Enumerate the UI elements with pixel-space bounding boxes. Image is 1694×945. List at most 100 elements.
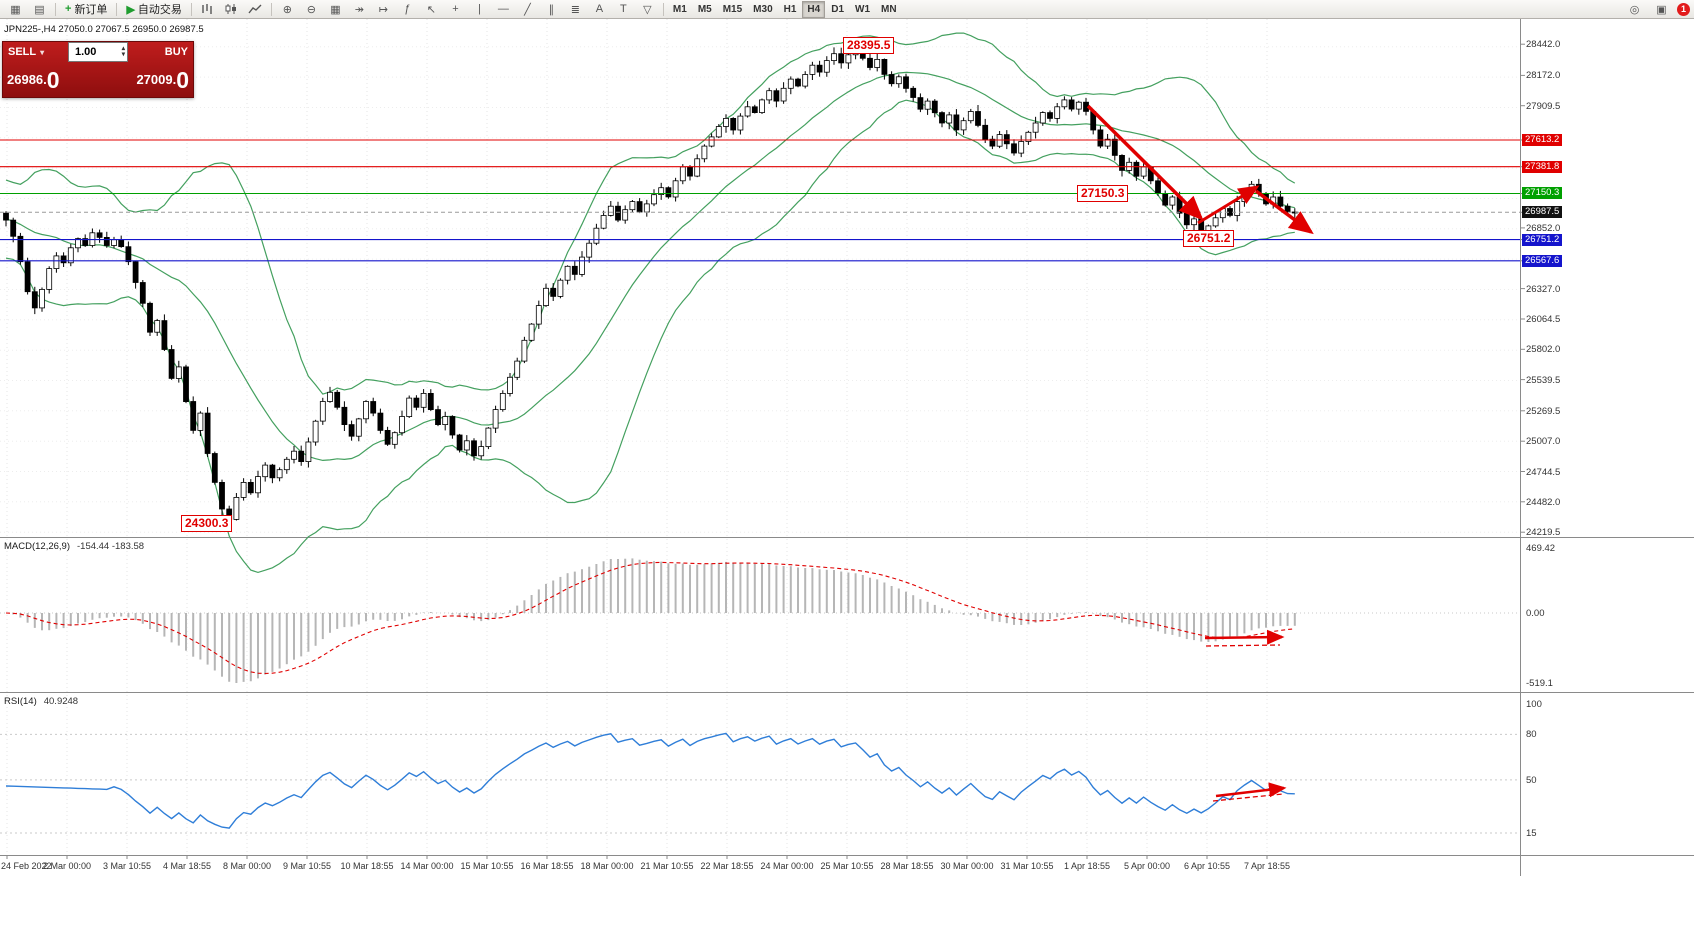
- text-icon[interactable]: A: [595, 3, 604, 15]
- time-axis-label: 21 Mar 10:55: [640, 861, 694, 871]
- buy-button[interactable]: BUY: [128, 42, 193, 62]
- time-axis-label: 3 Mar 10:55: [102, 861, 152, 871]
- rsi-axis-label: 50: [1526, 774, 1537, 786]
- volume-stepper[interactable]: ▴ ▾: [121, 45, 125, 58]
- rsi-axis-label: 100: [1526, 699, 1542, 710]
- price-axis-label: 24744.5: [1526, 466, 1561, 478]
- timeframe-m5-button[interactable]: M5: [697, 3, 712, 15]
- current-price-label: 26987.5: [1522, 206, 1563, 219]
- stepper-down-icon[interactable]: ▾: [121, 51, 125, 58]
- price-axis-label: 25802.0: [1526, 344, 1561, 356]
- notification-badge[interactable]: 1: [1677, 2, 1690, 16]
- new-order-button[interactable]: + 新订单: [60, 0, 112, 18]
- time-axis-label: 18 Mar 00:00: [580, 861, 634, 871]
- sell-label: SELL: [8, 46, 37, 58]
- main-toolbar: ▦ ▤ + 新订单 ▶ 自动交易 ⊕ ⊖ ▦ ↠ ↦ ƒ ↖ + | — ╱ ∥ ≣ A T ▽ M1 M5 M15 M30 H1 H…: [0, 0, 1694, 19]
- candlestick-chart-icon[interactable]: [220, 0, 243, 18]
- toolbar-separator: [270, 2, 272, 16]
- text-label-icon[interactable]: T: [620, 3, 627, 15]
- messages-icon[interactable]: ▣: [1656, 3, 1667, 16]
- price-axis-label: 25539.5: [1526, 374, 1561, 386]
- price-axis-label: 27909.5: [1526, 100, 1561, 112]
- bar-chart-icon[interactable]: [196, 0, 219, 18]
- new-order-label: 新订单: [74, 4, 108, 16]
- macd-axis-label: 0.00: [1526, 608, 1545, 619]
- profiles-icon[interactable]: ▤: [34, 3, 45, 16]
- fibonacci-icon[interactable]: ≣: [570, 3, 581, 16]
- time-axis-label: 25 Mar 10:55: [820, 861, 874, 871]
- price-axis-label: 28172.0: [1526, 70, 1561, 82]
- volume-input[interactable]: 1.00 ▴ ▾: [68, 42, 128, 62]
- macd-indicator-label: MACD(12,26,9) -154.44 -183.58: [4, 541, 145, 552]
- plus-icon: +: [65, 3, 72, 15]
- line-chart-icon[interactable]: [244, 0, 267, 18]
- sell-button[interactable]: SELL ▾: [3, 42, 68, 62]
- timeframe-m1-button[interactable]: M1: [672, 3, 687, 15]
- chevron-down-icon: ▾: [40, 47, 45, 57]
- auto-trading-label: 自动交易: [137, 4, 182, 16]
- shapes-icon[interactable]: ▽: [643, 3, 652, 16]
- horizontal-line-icon[interactable]: —: [497, 3, 509, 15]
- search-icon[interactable]: ◎: [1629, 3, 1640, 16]
- tile-windows-icon[interactable]: ▦: [330, 3, 341, 16]
- zoom-in-icon[interactable]: ⊕: [282, 3, 293, 16]
- time-axis-label: 1 Apr 18:55: [1063, 861, 1111, 871]
- time-axis-label: 2 Mar 00:00: [42, 861, 92, 871]
- price-axis-label: 24482.0: [1526, 496, 1561, 508]
- chart-shift-icon[interactable]: ↦: [378, 3, 389, 16]
- price-axis-label: 26064.5: [1526, 313, 1561, 325]
- rsi-axis-label: 80: [1526, 729, 1537, 741]
- toolbar-separator: [55, 2, 56, 16]
- time-axis-label: 5 Apr 00:00: [1123, 861, 1171, 871]
- time-axis-label: 10 Mar 18:55: [340, 861, 394, 871]
- indicators-icon[interactable]: ƒ: [404, 3, 411, 15]
- new-chart-icon[interactable]: ▦: [10, 3, 21, 16]
- macd-axis-label: 469.42: [1526, 543, 1556, 554]
- one-click-trading-panel: SELL ▾ 1.00 ▴ ▾ BUY 26986. 0: [2, 41, 194, 98]
- zoom-out-icon[interactable]: ⊖: [306, 3, 317, 16]
- buy-label: BUY: [164, 46, 188, 58]
- timeframe-d1-button[interactable]: D1: [831, 3, 845, 15]
- auto-trading-button[interactable]: ▶ 自动交易: [121, 0, 186, 18]
- channel-icon[interactable]: ∥: [548, 3, 555, 16]
- timeframe-h1-button[interactable]: H1: [783, 3, 797, 15]
- trendline-icon[interactable]: ╱: [524, 3, 531, 16]
- time-axis-label: 14 Mar 00:00: [400, 861, 454, 871]
- volume-value: 1.00: [75, 46, 97, 58]
- symbol-ohlc-info: JPN225-,H4 27050.0 27067.5 26950.0 26987…: [4, 24, 204, 35]
- timeframe-m15-button[interactable]: M15: [722, 3, 743, 15]
- timeframe-w1-button[interactable]: W1: [855, 3, 871, 15]
- price-annotation: 26751.2: [1183, 230, 1235, 247]
- rsi-axis-label: 15: [1526, 827, 1537, 839]
- level-price-label: 26567.6: [1522, 254, 1563, 267]
- auto-scroll-icon[interactable]: ↠: [354, 3, 365, 16]
- price-annotation: 24300.3: [181, 515, 233, 532]
- sell-price[interactable]: 26986. 0: [7, 66, 60, 93]
- toolbar-separator: [662, 2, 664, 16]
- time-axis-label: 24 Mar 00:00: [760, 861, 814, 871]
- price-axis-label: 28442.0: [1526, 39, 1561, 51]
- vertical-line-icon[interactable]: |: [477, 3, 481, 15]
- time-axis-label: 8 Mar 00:00: [222, 861, 272, 871]
- rsi-indicator-label: RSI(14) 40.9248: [4, 696, 79, 707]
- buy-price[interactable]: 27009. 0: [136, 66, 189, 93]
- timeframe-m30-button[interactable]: M30: [753, 3, 773, 15]
- macd-axis-label: -519.1: [1526, 678, 1553, 689]
- level-price-label: 27381.8: [1522, 160, 1563, 173]
- time-axis-label: 7 Apr 18:55: [1243, 861, 1291, 871]
- cursor-icon[interactable]: ↖: [426, 3, 437, 16]
- timeframe-h4-button[interactable]: H4: [802, 0, 826, 18]
- price-axis-label: 26327.0: [1526, 283, 1561, 295]
- time-axis-label: 22 Mar 18:55: [700, 861, 754, 871]
- crosshair-icon[interactable]: +: [452, 3, 459, 15]
- timeframe-mn-button[interactable]: MN: [881, 3, 897, 15]
- time-axis-label: 16 Mar 18:55: [520, 861, 574, 871]
- level-price-label: 26751.2: [1522, 233, 1563, 246]
- play-icon: ▶: [126, 3, 135, 16]
